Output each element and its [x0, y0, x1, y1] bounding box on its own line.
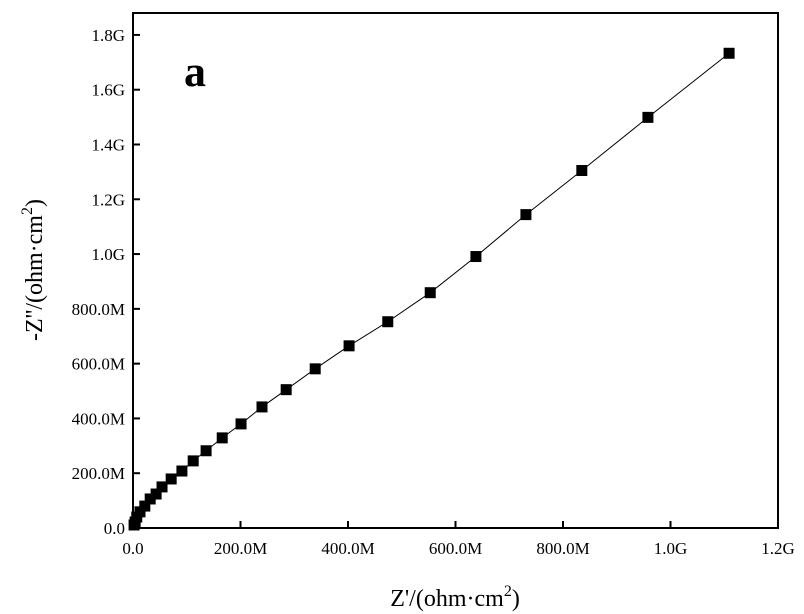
data-point — [470, 251, 482, 263]
data-point — [150, 488, 162, 500]
y-ticks: 0.0 200.0M 400.0M 600.0M 800.0M 1.0G 1.2G 1.4G 1… — [72, 26, 140, 538]
x-tick-label: 600.0M — [429, 539, 482, 558]
x-axis-title: Z'/(ohm·cm2) — [390, 583, 520, 612]
data-point — [343, 340, 355, 352]
y-tick-label: 400.0M — [72, 409, 125, 428]
data-point — [309, 363, 321, 375]
data-point — [134, 506, 146, 518]
y-tick-label: 1.6G — [91, 81, 125, 100]
y-tick-label: 0.0 — [104, 519, 125, 538]
y-tick-label: 600.0M — [72, 355, 125, 374]
y-tick-label: 1.8G — [91, 26, 125, 45]
plot-frame — [132, 12, 779, 529]
data-point — [235, 418, 247, 430]
data-point — [176, 465, 188, 477]
data-point — [165, 473, 177, 485]
x-tick-label: 200.0M — [214, 539, 267, 558]
x-tick-label: 400.0M — [321, 539, 374, 558]
y-axis-title: -Z''/(ohm·cm2) — [19, 199, 48, 341]
data-point — [200, 445, 212, 457]
x-tick-label: 0.0 — [122, 539, 143, 558]
data-point — [642, 111, 654, 123]
y-tick-label: 200.0M — [72, 464, 125, 483]
y-tick-label: 1.0G — [91, 245, 125, 264]
data-point — [576, 165, 588, 177]
data-point — [187, 455, 199, 467]
data-point — [144, 493, 156, 505]
x-tick-label: 1.2G — [761, 539, 795, 558]
data-point — [280, 384, 292, 396]
data-point — [723, 47, 735, 59]
x-tick-label: 800.0M — [536, 539, 589, 558]
data-point — [520, 209, 532, 221]
data-point — [139, 500, 151, 512]
data-point — [424, 287, 436, 299]
series-a — [128, 47, 735, 531]
data-point — [256, 401, 268, 413]
data-point — [216, 432, 228, 444]
y-tick-label: 800.0M — [72, 300, 125, 319]
y-tick-label: 1.4G — [91, 135, 125, 154]
x-ticks: 0.0 200.0M 400.0M 600.0M 800.0M 1.0G 1.2G — [122, 521, 795, 558]
y-tick-label: 1.2G — [91, 190, 125, 209]
data-point — [156, 481, 168, 493]
data-point — [382, 316, 394, 328]
panel-label: a — [184, 47, 206, 96]
x-tick-label: 1.0G — [654, 539, 688, 558]
